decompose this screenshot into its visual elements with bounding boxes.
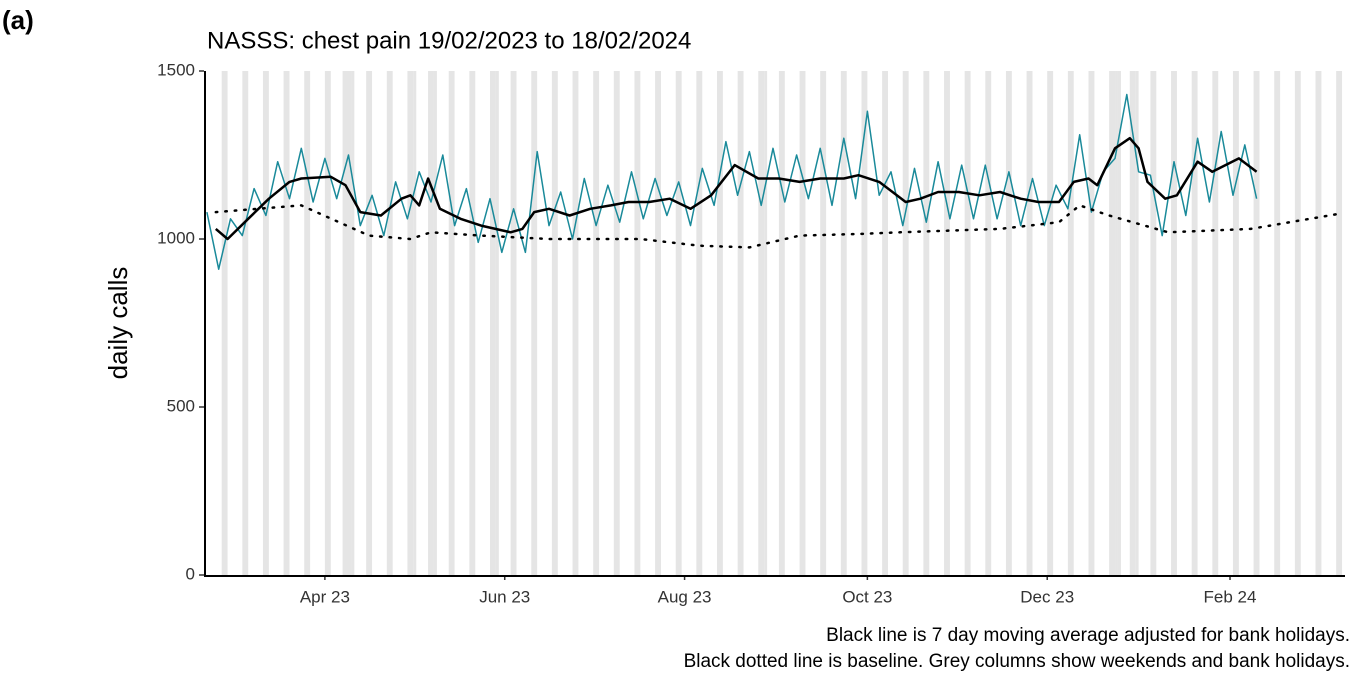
x-tick-label: Aug 23 [658, 587, 712, 606]
y-tick-label: 1500 [157, 60, 195, 79]
holiday-column [495, 71, 499, 575]
weekend-column [572, 71, 579, 575]
weekend-column [840, 71, 847, 575]
weekend-column [964, 71, 971, 575]
y-tick-label: 1000 [157, 228, 195, 247]
weekend-column [551, 71, 558, 575]
weekend-column [510, 71, 517, 575]
weekend-column [944, 71, 950, 575]
weekend-column [469, 71, 476, 575]
weekend-column [407, 71, 414, 575]
weekend-column [1274, 71, 1281, 575]
weekend-column [717, 71, 723, 575]
weekend-column [489, 71, 496, 575]
holiday-column [351, 71, 355, 575]
note: Black line is 7 day moving average adjus… [826, 625, 1350, 646]
weekend-column [428, 71, 434, 575]
weekend-column [758, 71, 765, 575]
chart-title: NASSS: chest pain 19/02/2023 to 18/02/20… [207, 27, 691, 54]
weekend-column [985, 71, 992, 575]
holiday-column [1135, 71, 1139, 575]
weekend-column [1212, 71, 1219, 575]
y-tick-label: 0 [186, 564, 195, 583]
weekend-column [1150, 71, 1157, 575]
weekend-column [386, 71, 393, 575]
weekend-column [737, 71, 744, 575]
weekend-column [1129, 71, 1136, 575]
weekend-column [242, 71, 249, 575]
holiday-column [1115, 71, 1118, 575]
weekend-column [902, 71, 909, 575]
weekend-column [448, 71, 455, 575]
weekend-column [1005, 71, 1012, 575]
weekend-column [696, 71, 703, 575]
shading-layer [221, 71, 1343, 575]
weekend-column [1315, 71, 1322, 575]
x-tick-label: Dec 23 [1020, 587, 1074, 606]
holiday-column [433, 71, 437, 575]
weekend-column [861, 71, 868, 575]
weekend-column [1026, 71, 1033, 575]
x-tick-label: Feb 24 [1204, 587, 1257, 606]
panel-label: (a) [2, 5, 34, 35]
weekend-column [655, 71, 661, 575]
weekend-column [1232, 71, 1239, 575]
x-tick-label: Apr 23 [300, 587, 350, 606]
lines-layer [206, 93, 1341, 270]
holiday-column [413, 71, 417, 575]
holiday-column [342, 71, 346, 575]
x-tick-label: Jun 23 [479, 587, 530, 606]
weekend-column [923, 71, 930, 575]
weekend-column [324, 71, 331, 575]
weekend-column [675, 71, 682, 575]
weekend-column [283, 71, 290, 575]
weekend-column [634, 71, 641, 575]
weekend-column [1088, 71, 1095, 575]
weekend-column [778, 71, 785, 575]
weekend-column [613, 71, 620, 575]
weekend-column [1109, 71, 1116, 575]
weekend-column [820, 71, 827, 575]
holiday-column [764, 71, 768, 575]
weekend-column [1191, 71, 1198, 575]
weekend-column [531, 71, 538, 575]
y-axis-label: daily calls [103, 267, 133, 380]
weekend-column [221, 71, 228, 575]
note: Black dotted line is baseline. Grey colu… [684, 651, 1350, 672]
holiday-column [1117, 71, 1121, 575]
x-tick-label: Oct 23 [842, 587, 892, 606]
weekend-column [1067, 71, 1074, 575]
weekend-column [1253, 71, 1260, 575]
y-tick-label: 500 [167, 396, 195, 415]
weekend-column [593, 71, 600, 575]
weekend-column [1336, 71, 1343, 575]
weekend-column [882, 71, 889, 575]
weekend-column [799, 71, 806, 575]
weekend-column [1171, 71, 1177, 575]
weekend-column [345, 71, 352, 575]
series-line [214, 136, 1258, 241]
weekend-column [1047, 71, 1054, 575]
weekend-column [366, 71, 373, 575]
weekend-column [262, 71, 269, 575]
weekend-column [1294, 71, 1301, 575]
weekend-column [304, 71, 311, 575]
